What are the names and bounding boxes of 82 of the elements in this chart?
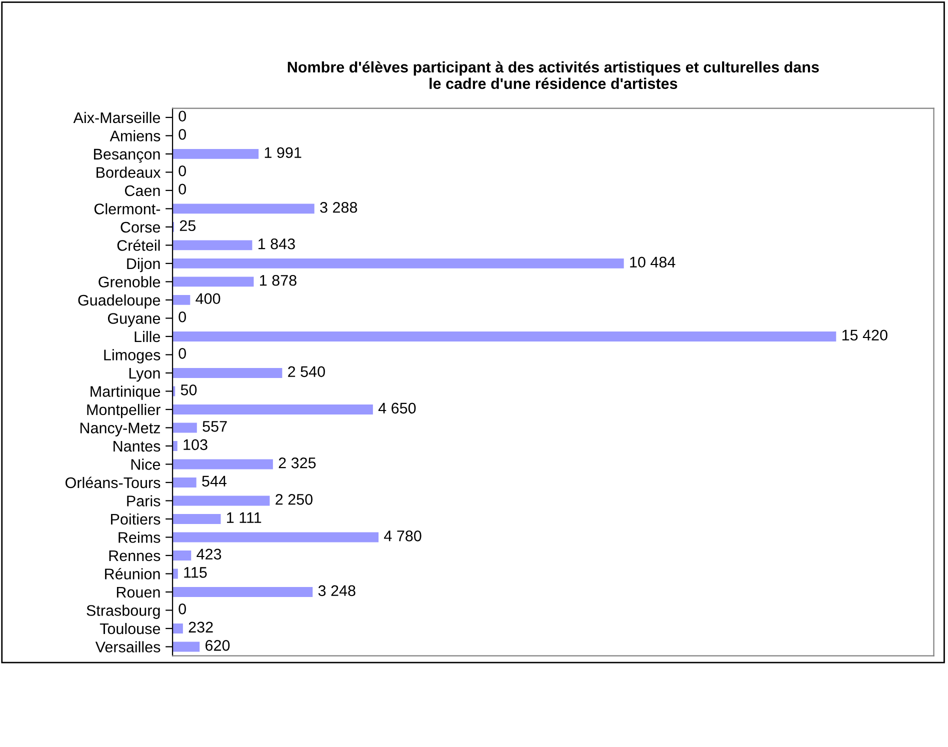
- data-label: 0: [178, 311, 186, 322]
- y-tick-label: Lille: [134, 330, 160, 342]
- data-label: 0: [178, 128, 186, 140]
- y-tick-label: Réunion: [105, 568, 160, 580]
- y-tick-label: Paris: [127, 495, 160, 506]
- data-label: 0: [178, 184, 186, 195]
- data-label: 3 248: [318, 585, 356, 596]
- y-tick-label: Bordeaux: [96, 166, 161, 178]
- y-tick-label: Orléans-Tours: [66, 476, 160, 488]
- data-label: 0: [178, 165, 186, 176]
- bar: [172, 459, 273, 470]
- y-tick-label: Nice: [131, 458, 160, 470]
- bar: [172, 258, 624, 268]
- y-tick-label: Versailles: [95, 641, 160, 652]
- data-label: 1 878: [260, 274, 296, 286]
- y-tick-label: Poitiers: [111, 513, 160, 525]
- bar: [172, 568, 178, 579]
- bar: [172, 276, 254, 287]
- data-label: 0: [178, 110, 186, 122]
- bar: [172, 294, 190, 305]
- data-label: 2 325: [278, 458, 316, 468]
- y-tick-label: Limoges: [104, 349, 160, 364]
- y-tick-label: Nancy-Metz: [80, 422, 160, 436]
- data-label: 620: [206, 640, 230, 651]
- data-label: 400: [196, 293, 220, 304]
- data-label: 4 650: [378, 402, 416, 414]
- bar: [172, 642, 200, 652]
- data-label: 0: [178, 348, 186, 359]
- bar: [172, 148, 259, 159]
- y-tick-label: Amiens: [110, 130, 160, 142]
- y-tick-label: Martinique: [90, 386, 160, 400]
- y-tick-label: Corse: [120, 222, 160, 233]
- y-tick-label: Grenoble: [98, 276, 160, 288]
- bar: [172, 496, 270, 506]
- y-tick-label: Lyon: [129, 368, 160, 382]
- bar: [172, 204, 314, 214]
- data-label: 557: [202, 421, 227, 432]
- data-label: 1 991: [264, 147, 302, 158]
- data-label: 423: [196, 548, 222, 560]
- bar: [172, 422, 197, 433]
- data-label: 544: [202, 476, 227, 487]
- data-label: 15 420: [842, 330, 888, 341]
- data-label: 232: [188, 622, 213, 633]
- y-tick-label: Nantes: [114, 440, 160, 452]
- y-tick-label: Besançon: [94, 148, 160, 163]
- y-tick-label: Montpellier: [87, 404, 160, 418]
- y-tick-label: Guyane: [108, 313, 160, 327]
- bar: [172, 477, 196, 488]
- y-tick-label: Reims: [118, 532, 160, 543]
- data-label: 25: [180, 220, 196, 232]
- data-label: 2 540: [288, 366, 325, 378]
- bar: [172, 624, 183, 634]
- bar: [172, 440, 178, 451]
- bar: [172, 240, 252, 250]
- y-tick-label: Guadeloupe: [78, 294, 160, 309]
- y-tick-label: Dijon: [127, 258, 160, 272]
- y-tick-label: Aix-Marseille: [73, 112, 160, 124]
- y-tick-label: Toulouse: [100, 622, 160, 634]
- y-tick-label: Rouen: [116, 587, 160, 598]
- data-label: 1 843: [258, 238, 295, 250]
- y-tick-label: Rennes: [109, 550, 160, 562]
- bar: [172, 550, 192, 560]
- chart-title: Nombre d'élèves participant à des activités artistiques et culturelles dans le cadre d'une résidence d'artistes: [288, 61, 819, 90]
- data-label: 2 250: [276, 494, 312, 505]
- data-label: 115: [184, 567, 207, 578]
- y-tick-label: Créteil: [117, 239, 160, 251]
- data-label: 10 484: [630, 256, 676, 268]
- data-label: 1 111: [227, 512, 262, 523]
- bar: [172, 532, 379, 542]
- data-label: 3 288: [320, 202, 358, 213]
- bar: [172, 331, 836, 342]
- data-label: 50: [180, 384, 197, 396]
- bar: [172, 514, 221, 524]
- y-tick-label: Caen: [124, 185, 160, 196]
- data-label: 0: [178, 604, 186, 614]
- y-tick-label: Clermont-: [94, 203, 160, 214]
- data-label: 4 780: [384, 530, 422, 542]
- data-label: 103: [184, 439, 208, 450]
- bar: [172, 587, 313, 597]
- bar: [172, 404, 373, 414]
- y-tick-label: Strasbourg: [86, 604, 160, 619]
- bar: [172, 368, 282, 378]
